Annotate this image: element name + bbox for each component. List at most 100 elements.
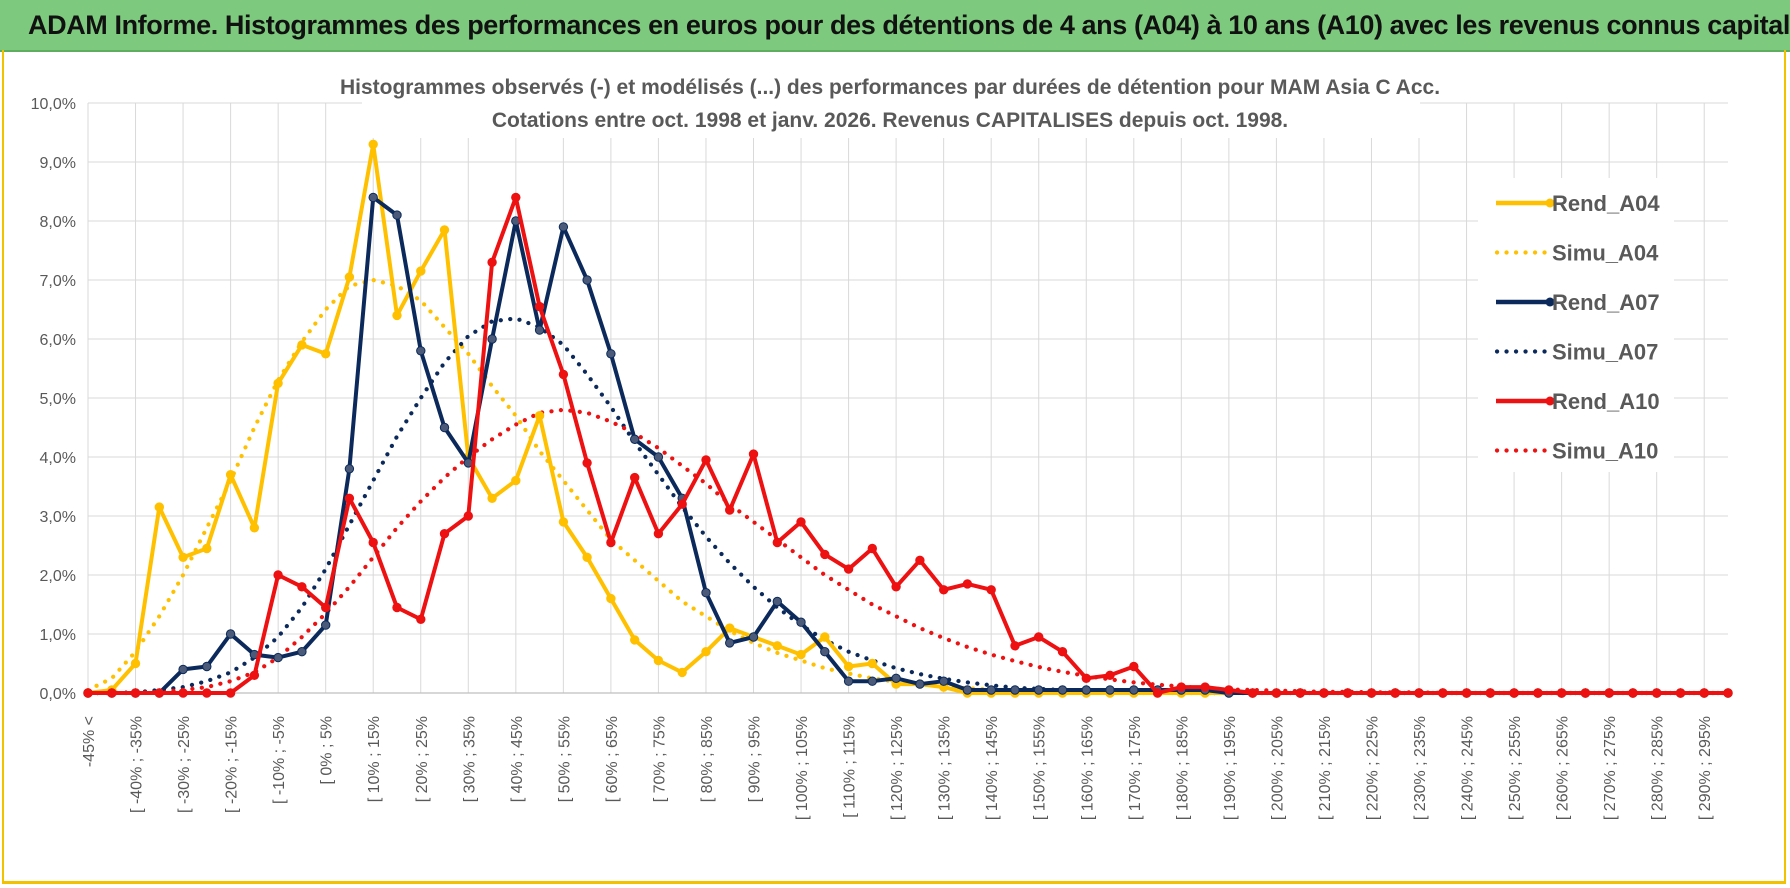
data-point [1652, 688, 1662, 698]
x-tick-label: [ 70% ; 75% [651, 716, 668, 802]
data-point [606, 349, 616, 359]
data-point [796, 649, 806, 660]
x-tick-label: [ 10% ; 15% [366, 716, 383, 802]
data-point [1105, 670, 1115, 680]
data-point [344, 272, 355, 282]
x-tick-label: [ 280% ; 285% [1650, 716, 1667, 820]
x-tick-label: [ 180% ; 185% [1174, 716, 1191, 820]
legend-marker [1545, 297, 1555, 307]
data-point [416, 266, 426, 276]
data-point [558, 222, 569, 232]
data-point [178, 688, 188, 698]
data-point [178, 552, 188, 562]
data-point [582, 552, 592, 562]
data-point [249, 670, 260, 680]
data-point [321, 349, 331, 359]
data-point [249, 523, 260, 533]
data-point [558, 369, 569, 380]
x-tick-label: [ 270% ; 275% [1602, 716, 1619, 820]
data-point [891, 582, 901, 592]
data-point [820, 647, 830, 657]
x-tick-label: [ 90% ; 95% [747, 716, 764, 802]
data-point [772, 641, 782, 651]
data-point [130, 688, 141, 698]
data-point [534, 411, 545, 421]
x-tick-label: [ 130% ; 135% [937, 716, 954, 820]
data-point [630, 635, 640, 645]
data-point [321, 602, 331, 613]
data-point [725, 623, 735, 633]
legend-marker [1545, 396, 1555, 406]
data-point [130, 658, 141, 669]
data-point [154, 502, 165, 512]
data-point [1247, 688, 1258, 698]
legend-background [1478, 178, 1674, 472]
data-point [986, 585, 996, 595]
data-point [606, 593, 616, 604]
data-point [1509, 688, 1519, 698]
data-point [1366, 688, 1377, 698]
chart-area [2, 50, 1786, 884]
data-point [1438, 688, 1448, 698]
data-point [606, 537, 616, 548]
data-point [820, 632, 830, 642]
x-tick-label: [ -30% ; -25% [176, 716, 193, 813]
x-tick-label: [ 140% ; 145% [984, 716, 1001, 820]
data-point [273, 378, 283, 388]
data-point [1628, 688, 1638, 698]
data-point [511, 475, 521, 486]
data-point [582, 458, 592, 468]
data-point [1556, 688, 1567, 698]
data-point [891, 673, 901, 683]
x-tick-label: [ -10% ; -5% [271, 716, 288, 804]
legend: Rend_A04 Simu_A04 Rend_A07 Simu_A07 Rend_A10… [1478, 178, 1674, 472]
chart-titles: Histogrammes observés (-) et modélisés (… [340, 66, 1440, 138]
data-point [986, 685, 996, 695]
x-tick-label: [ 120% ; 125% [889, 716, 906, 820]
data-point [796, 617, 806, 627]
x-tick-label: [ 50% ; 55% [556, 716, 573, 802]
data-point [1034, 685, 1044, 695]
data-point [344, 493, 355, 503]
data-point [297, 340, 307, 350]
legend-item-simu-a10: Simu_A10 [1494, 439, 1658, 464]
data-point [463, 511, 473, 521]
data-point [1224, 685, 1234, 695]
data-point [748, 449, 759, 459]
axes: 0,0% 1,0% 2,0% 3,0% 4,0% 5,0% 6,0% 7,0% 8,0% 9,0%… [31, 96, 1728, 820]
x-tick-label: [ 170% ; 175% [1127, 716, 1144, 820]
data-point [558, 517, 569, 527]
data-point [962, 685, 973, 695]
data-point [368, 139, 378, 150]
y-tick-label: 7,0% [40, 273, 76, 290]
y-tick-label: 9,0% [40, 155, 76, 172]
chart-title: Histogrammes observés (-) et modélisés (… [340, 76, 1440, 99]
x-tick-label: [ -40% ; -35% [129, 716, 146, 813]
data-point [772, 596, 782, 607]
x-tick-label: [ 230% ; 235% [1412, 716, 1429, 820]
data-point [534, 301, 545, 312]
data-point [725, 505, 735, 515]
legend-item-rend-a10: Rend_A10 [1496, 389, 1660, 414]
data-point [677, 499, 687, 509]
y-tick-label: 4,0% [40, 450, 76, 467]
data-point [1461, 688, 1472, 698]
legend-label: Rend_A10 [1552, 389, 1660, 414]
x-tick-label: [ -20% ; -15% [224, 716, 241, 813]
data-point [416, 614, 426, 624]
data-point [939, 676, 949, 686]
data-point [748, 632, 759, 642]
data-point [1580, 688, 1591, 698]
data-point [843, 661, 854, 672]
data-point [392, 310, 402, 321]
x-tick-label: -45% < [81, 716, 98, 767]
x-tick-label: [ 260% ; 265% [1555, 716, 1572, 820]
data-point [487, 493, 497, 503]
data-point [273, 570, 283, 580]
legend-marker [1545, 198, 1555, 208]
y-tick-label: 0,0% [40, 686, 76, 703]
data-point [178, 664, 188, 675]
data-point [511, 192, 521, 203]
